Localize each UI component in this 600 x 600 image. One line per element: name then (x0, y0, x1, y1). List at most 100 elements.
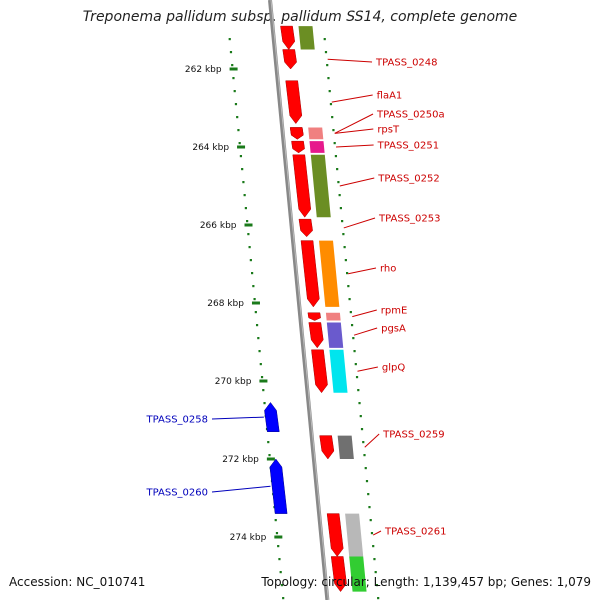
scale-dot (242, 181, 245, 184)
scale-dot (251, 272, 254, 275)
scale-dot (260, 376, 264, 379)
scale-dot (241, 168, 244, 171)
scale-tick (259, 379, 268, 383)
guide-dot (360, 428, 364, 431)
gene-label: TPASS_0253 (378, 214, 440, 225)
gene-label: flaA1 (377, 91, 403, 102)
scale-dot (252, 285, 255, 288)
guide-dot (348, 298, 351, 301)
gene-arrow (330, 556, 347, 593)
cog-color-box (310, 154, 331, 218)
gene-plus (298, 218, 313, 238)
gene-label-leader (348, 267, 377, 275)
gene-arrow (319, 435, 335, 460)
scale-dot (237, 129, 240, 132)
guide-dot (346, 272, 349, 275)
gene-arrow (289, 127, 304, 140)
guide-dot (328, 90, 331, 93)
gene-label-leader (364, 433, 380, 448)
cog-color-box (349, 556, 367, 592)
scale-dot (274, 519, 277, 522)
gene-arrow (285, 80, 303, 125)
guide-dot (336, 168, 339, 171)
guide-dot (359, 415, 362, 418)
scale-tick (244, 223, 253, 227)
gene-label: rpsT (377, 125, 400, 136)
scale-dot (282, 597, 285, 600)
guide-dot (347, 285, 350, 288)
guide-dot (331, 116, 334, 119)
accession-label: Accession: NC_010741 (9, 575, 146, 589)
scale-dot (267, 441, 270, 444)
gene-label-leader (334, 113, 374, 134)
scale-dot (247, 233, 250, 236)
guide-dot (333, 142, 336, 145)
scale-tick (274, 535, 283, 539)
guide-dot (349, 311, 352, 314)
guide-dot (332, 129, 335, 132)
gene-label-leader (327, 58, 373, 63)
guide-dot (334, 155, 338, 158)
gene-arrow (298, 218, 313, 238)
scale-dot (278, 558, 281, 561)
gene-arrow (307, 312, 321, 321)
scale-tick-label: 270 kbp (215, 377, 252, 387)
guide-dot (375, 584, 379, 587)
gene-label: TPASS_0260 (146, 488, 208, 499)
gene-label-leader (343, 217, 376, 229)
scale-tick-label: 272 kbp (222, 455, 259, 465)
guide-dot (324, 51, 328, 54)
scale-dot (231, 64, 234, 67)
guide-dot (352, 337, 355, 340)
guide-dot (355, 376, 359, 379)
gene-arrow (280, 25, 295, 50)
genome-backbone (268, 0, 330, 600)
scale-dot (248, 246, 251, 249)
guide-dot (363, 454, 366, 457)
gene-plus (311, 349, 348, 394)
scale-dot (254, 311, 257, 314)
gene-plus (307, 312, 341, 321)
scale-dot (258, 350, 261, 353)
gene-arrow (264, 402, 280, 432)
scale-dot (257, 337, 260, 340)
gene-label-leader (211, 416, 264, 420)
gene-arrow (326, 513, 344, 557)
scale-dot (243, 194, 246, 197)
scale-dot (229, 51, 233, 54)
guide-dot (337, 181, 340, 184)
gene-arrow (269, 458, 288, 514)
gene-plus (292, 154, 331, 218)
guide-dot (369, 519, 372, 522)
guide-dot (338, 194, 341, 197)
gene-label-leader (334, 128, 374, 134)
guide-dot (341, 220, 344, 223)
gene-plus (289, 127, 324, 140)
gene-label-leader (357, 366, 378, 372)
cog-color-box (298, 26, 315, 50)
gene-label-leader (352, 309, 377, 318)
scale-dot (280, 584, 284, 587)
cog-color-box (325, 312, 341, 321)
genome-backbone-highlight (270, 0, 329, 600)
scale-dot (262, 389, 265, 392)
gene-label-leader (331, 94, 373, 103)
guide-dot (364, 467, 367, 470)
scale-dot (279, 571, 282, 574)
map-title: Treponema pallidum subsp. pallidum SS14,… (82, 9, 518, 25)
gene-plus (330, 556, 367, 593)
guide-dot (367, 493, 370, 496)
guide-dot (343, 246, 346, 249)
scale-dot (238, 142, 241, 145)
gene-label: TPASS_0250a (376, 110, 445, 121)
guide-dot (339, 207, 342, 210)
scale-dot (246, 220, 249, 223)
gene-label-leader (372, 530, 382, 536)
gene-label: TPASS_0252 (377, 174, 439, 185)
scale-dot (253, 298, 256, 301)
guide-dot (354, 363, 357, 366)
scale-dot (228, 38, 231, 41)
guide-dot (372, 545, 375, 548)
scale-dot (234, 103, 238, 106)
